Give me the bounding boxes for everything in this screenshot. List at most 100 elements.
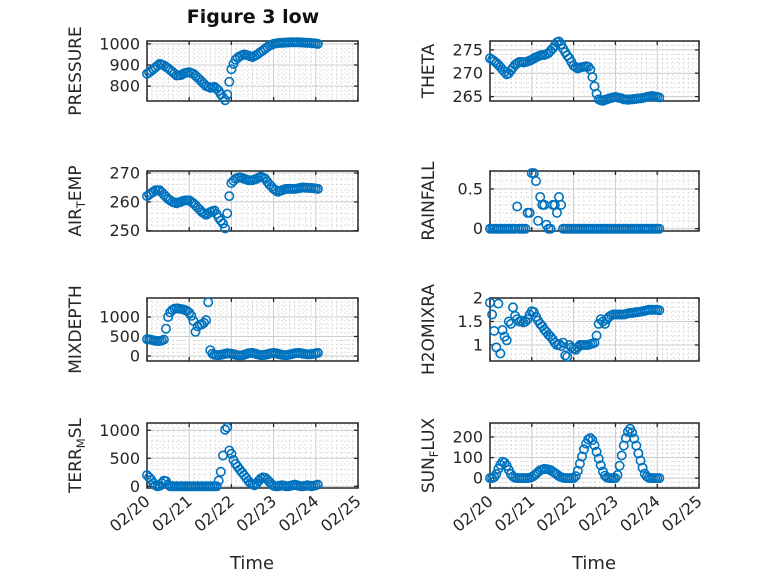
data-point xyxy=(585,432,596,443)
scatter-series-rainfall xyxy=(484,168,665,234)
data-point xyxy=(312,183,323,194)
data-point xyxy=(186,310,197,321)
y-tick-label: 0 xyxy=(473,469,483,488)
minor-grid xyxy=(490,171,699,231)
axis-ticks xyxy=(146,171,359,232)
data-point xyxy=(629,433,640,444)
data-point xyxy=(199,317,210,328)
data-point xyxy=(163,311,174,322)
data-point xyxy=(226,64,237,75)
minor-grid xyxy=(490,298,699,361)
data-point xyxy=(589,337,600,348)
y-tick-label: 100 xyxy=(452,448,483,467)
y-tick-label: 275 xyxy=(452,40,483,59)
y-tick-label: 800 xyxy=(109,77,140,96)
data-point xyxy=(222,208,233,219)
data-point xyxy=(524,207,535,218)
data-point xyxy=(224,76,235,87)
y-tick-label: 250 xyxy=(109,221,140,240)
data-point xyxy=(533,215,544,226)
subplot-air_temp: 250 260 270 AIRTEMP xyxy=(66,164,359,240)
y-tick-label: 1.5 xyxy=(458,312,483,331)
x-tick-label: 02/20 xyxy=(449,492,497,536)
y-tick-label: 500 xyxy=(109,327,140,346)
y-tick-label: 270 xyxy=(452,64,483,83)
axes-box xyxy=(146,422,359,489)
y-tick-label: 265 xyxy=(452,87,483,106)
data-point xyxy=(215,215,226,226)
data-point xyxy=(545,223,556,234)
data-point xyxy=(211,481,222,492)
y-axis-label-sun_flux: SUNFLUX xyxy=(419,418,441,494)
axis-ticks xyxy=(489,423,700,488)
y-tick-label: 260 xyxy=(109,192,140,211)
data-point xyxy=(201,315,212,326)
y-axis-label-theta: THETA xyxy=(419,43,439,99)
y-tick-label: 0 xyxy=(473,219,483,238)
data-point xyxy=(583,61,594,72)
data-point xyxy=(158,334,169,345)
data-point xyxy=(512,201,523,212)
axes-box xyxy=(489,297,700,362)
y-axis-label-mixdepth: MIXDEPTH xyxy=(66,285,86,374)
data-point xyxy=(637,462,648,473)
data-point xyxy=(583,434,594,445)
y-tick-label: 1 xyxy=(473,336,483,355)
x-tick-label: 02/21 xyxy=(491,492,539,536)
data-point xyxy=(161,323,172,334)
scatter-series-theta xyxy=(484,36,665,106)
x-tick-label: 02/25 xyxy=(658,492,706,536)
data-point xyxy=(528,307,539,318)
data-point xyxy=(562,351,573,362)
y-tick-label: 1000 xyxy=(99,308,140,327)
data-point xyxy=(595,460,606,471)
data-point xyxy=(616,450,627,461)
data-point xyxy=(497,324,508,335)
data-point xyxy=(501,335,512,346)
y-tick-label: 0 xyxy=(130,347,140,366)
subplot-pressure: 800 900 1000 PRESSURE xyxy=(66,26,359,116)
axes-box xyxy=(489,422,700,489)
scatter-series-air_temp xyxy=(142,171,323,234)
data-point xyxy=(593,453,604,464)
y-axis-label-air_temp: AIRTEMP xyxy=(66,165,88,236)
data-point xyxy=(591,330,602,341)
y-tick-label: 270 xyxy=(109,164,140,183)
scatter-series-h2omixra xyxy=(484,297,665,362)
data-point xyxy=(570,471,581,482)
y-tick-label: 1000 xyxy=(99,421,140,440)
data-point xyxy=(516,315,527,326)
major-grid xyxy=(147,41,358,101)
axes-box xyxy=(146,297,359,362)
data-point xyxy=(578,444,589,455)
data-point xyxy=(312,479,323,490)
data-point xyxy=(587,435,598,446)
data-point xyxy=(654,305,665,316)
data-point xyxy=(220,424,231,435)
x-axis-label-right: Time xyxy=(571,553,617,574)
data-point xyxy=(568,473,579,484)
data-point xyxy=(312,347,323,358)
data-point xyxy=(654,92,665,103)
data-point xyxy=(220,95,231,106)
y-tick-label: 0 xyxy=(130,477,140,496)
data-point xyxy=(222,89,233,100)
data-point xyxy=(213,475,224,486)
x-tick-label: 02/22 xyxy=(533,492,581,536)
x-axis-label-left: Time xyxy=(229,553,275,574)
data-point xyxy=(556,199,567,210)
x-tick-label: 02/23 xyxy=(233,492,281,536)
scatter-series-pressure xyxy=(142,37,323,106)
y-tick-label: 500 xyxy=(109,449,140,468)
x-tick-label: 02/24 xyxy=(616,492,664,536)
data-point xyxy=(499,66,510,77)
data-point xyxy=(627,427,638,438)
subplot-h2omixra: 1 1.5 2 H2OMIXRA xyxy=(419,284,700,375)
figure-title: Figure 3 low xyxy=(186,6,320,28)
y-axis-label-h2omixra: H2OMIXRA xyxy=(419,284,439,375)
scatter-series-sun_flux xyxy=(484,423,665,484)
